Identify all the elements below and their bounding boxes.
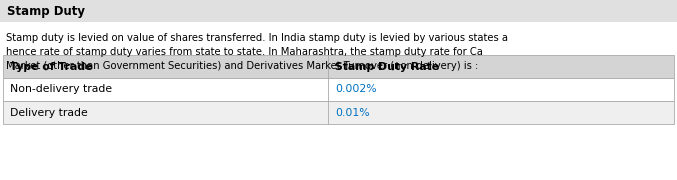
Text: Type of Trade: Type of Trade [10,62,93,71]
Text: hence rate of stamp duty varies from state to state. In Maharashtra, the stamp d: hence rate of stamp duty varies from sta… [6,47,483,57]
Text: Stamp duty is levied on value of shares transferred. In India stamp duty is levi: Stamp duty is levied on value of shares … [6,33,508,43]
Text: 0.002%: 0.002% [335,84,376,95]
Text: Stamp Duty: Stamp Duty [7,4,85,17]
Bar [3,101,674,124]
Text: Market (other than Government Securities) and Derivatives Market Turnover (non-d: Market (other than Government Securities… [6,61,478,71]
Text: Non-delivery trade: Non-delivery trade [10,84,112,95]
Text: 0.01%: 0.01% [335,107,370,118]
Bar [0,0,677,22]
Text: Delivery trade: Delivery trade [10,107,88,118]
Bar [3,55,674,78]
Text: Stamp Duty Rate: Stamp Duty Rate [335,62,439,71]
Bar [3,78,674,101]
